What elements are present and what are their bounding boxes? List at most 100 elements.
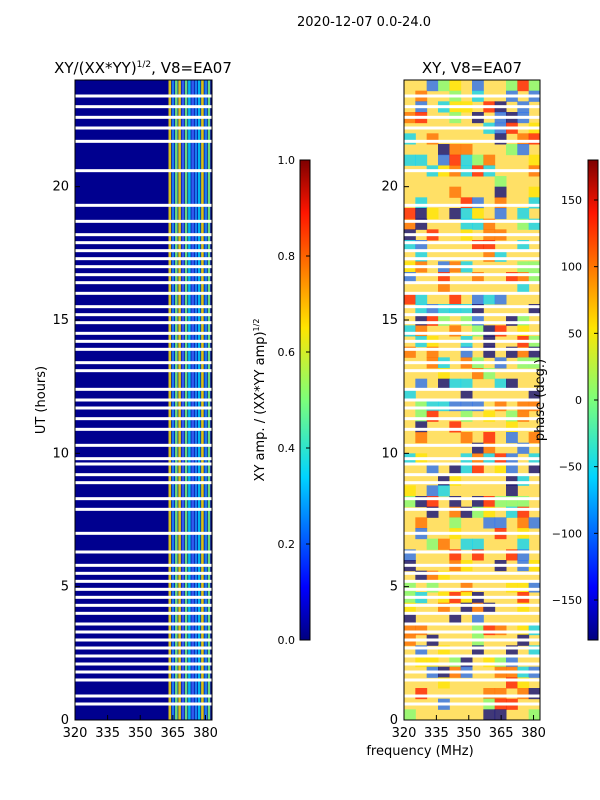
amplitude-flagged-row: [75, 694, 212, 698]
phase-flagged-row: [404, 331, 540, 335]
phase-cell: [494, 293, 507, 305]
phase-flagged-row: [404, 579, 540, 583]
phase-cell: [438, 282, 450, 294]
phase-cell: [415, 688, 428, 700]
phase-x-tick-label: 380: [521, 726, 546, 741]
phase-flagged-row: [404, 139, 540, 143]
phase-cell: [404, 272, 416, 284]
phase-cell: [438, 570, 450, 582]
phase-cell: [483, 346, 496, 358]
phase-cell: [415, 314, 428, 326]
phase-colorbar-tick-label: 0: [575, 394, 582, 407]
phase-flagged-row: [404, 630, 540, 634]
phase-cell: [472, 293, 484, 305]
amplitude-y-axis: 0 5 10 15 20: [52, 180, 80, 728]
phase-cell: [472, 154, 484, 166]
phase-cell: [426, 304, 439, 316]
phase-cell: [528, 624, 541, 636]
phase-cell: [472, 613, 484, 625]
phase-cell: [517, 506, 530, 518]
phase-cell: [449, 186, 462, 198]
phase-cell: [449, 154, 462, 166]
phase-y-axis: 0 5 10 15 20: [381, 180, 409, 728]
amplitude-flagged-row: [75, 654, 212, 658]
phase-flagged-row: [404, 531, 540, 535]
phase-cell: [460, 144, 473, 156]
phase-flagged-row: [404, 507, 540, 511]
phase-cell: [472, 368, 484, 380]
phase-cell: [517, 624, 530, 636]
phase-cell: [460, 400, 473, 412]
phase-cell: [506, 656, 518, 668]
phase-cell: [426, 464, 439, 476]
phase-cell: [449, 496, 462, 508]
phase-flagged-row: [404, 219, 540, 223]
amplitude-flagged-row: [75, 265, 212, 269]
phase-cell: [404, 240, 416, 252]
phase-cell: [415, 154, 428, 166]
amplitude-title-superscript: 1/2: [137, 60, 151, 70]
phase-flagged-row: [404, 427, 540, 431]
phase-cell: [438, 378, 450, 390]
amplitude-flagged-row: [75, 595, 212, 599]
phase-flagged-row: [404, 361, 540, 365]
phase-flagged-row: [404, 587, 540, 591]
phase-cell: [449, 474, 462, 486]
phase-cell: [528, 432, 541, 444]
phase-cell: [483, 506, 496, 518]
phase-cell: [517, 538, 530, 550]
amplitude-flagged-row: [75, 233, 212, 237]
amplitude-flagged-row: [75, 417, 212, 421]
phase-cell: [528, 709, 541, 721]
phase-flagged-row: [404, 638, 540, 642]
phase-cell: [415, 645, 428, 657]
phase-cell: [404, 485, 416, 497]
phase-cell: [506, 144, 518, 156]
phase-colorbar-label: phase (deg.): [533, 359, 548, 441]
phase-flagged-row: [404, 670, 540, 674]
phase-cell: [517, 442, 530, 454]
phase-flagged-row: [404, 169, 540, 173]
phase-cell: [438, 314, 450, 326]
phase-cell: [528, 581, 541, 593]
phase-cell: [494, 186, 507, 198]
phase-cell: [438, 677, 450, 689]
amplitude-flagged-row: [75, 497, 212, 501]
phase-cell: [506, 272, 518, 284]
phase-flagged-row: [404, 654, 540, 658]
amplitude-flagged-row: [75, 398, 212, 402]
phase-cell: [438, 144, 450, 156]
phase-cell: [517, 218, 530, 230]
phase-cell: [483, 624, 496, 636]
phase-cell: [426, 133, 439, 145]
amplitude-flagged-row: [75, 347, 212, 351]
amplitude-flagged-row: [75, 313, 212, 317]
phase-cell: [426, 570, 439, 582]
phase-cell: [506, 496, 518, 508]
phase-cell: [438, 485, 450, 497]
phase-flagged-row: [404, 457, 540, 461]
shared-x-axis-label: frequency (MHz): [366, 744, 473, 759]
phase-cell: [426, 410, 439, 422]
phase-cell: [404, 325, 416, 337]
amplitude-x-tick-label: 350: [128, 726, 153, 741]
phase-x-tick-label: 365: [489, 726, 514, 741]
phase-x-tick-label: 335: [424, 726, 449, 741]
phase-cell: [517, 517, 530, 529]
phase-cell: [449, 378, 462, 390]
phase-cell: [460, 656, 473, 668]
phase-cell: [472, 240, 484, 252]
phase-cell: [517, 282, 530, 294]
phase-cell: [506, 581, 518, 593]
phase-cell: [494, 656, 507, 668]
phase-cell: [415, 432, 428, 444]
phase-cell: [404, 389, 416, 401]
phase-cell: [460, 581, 473, 593]
phase-flagged-row: [404, 417, 540, 421]
phase-cell: [528, 346, 541, 358]
phase-cell: [472, 208, 484, 220]
phase-cell: [483, 154, 496, 166]
phase-cell: [426, 208, 439, 220]
phase-flagged-row: [404, 265, 540, 269]
